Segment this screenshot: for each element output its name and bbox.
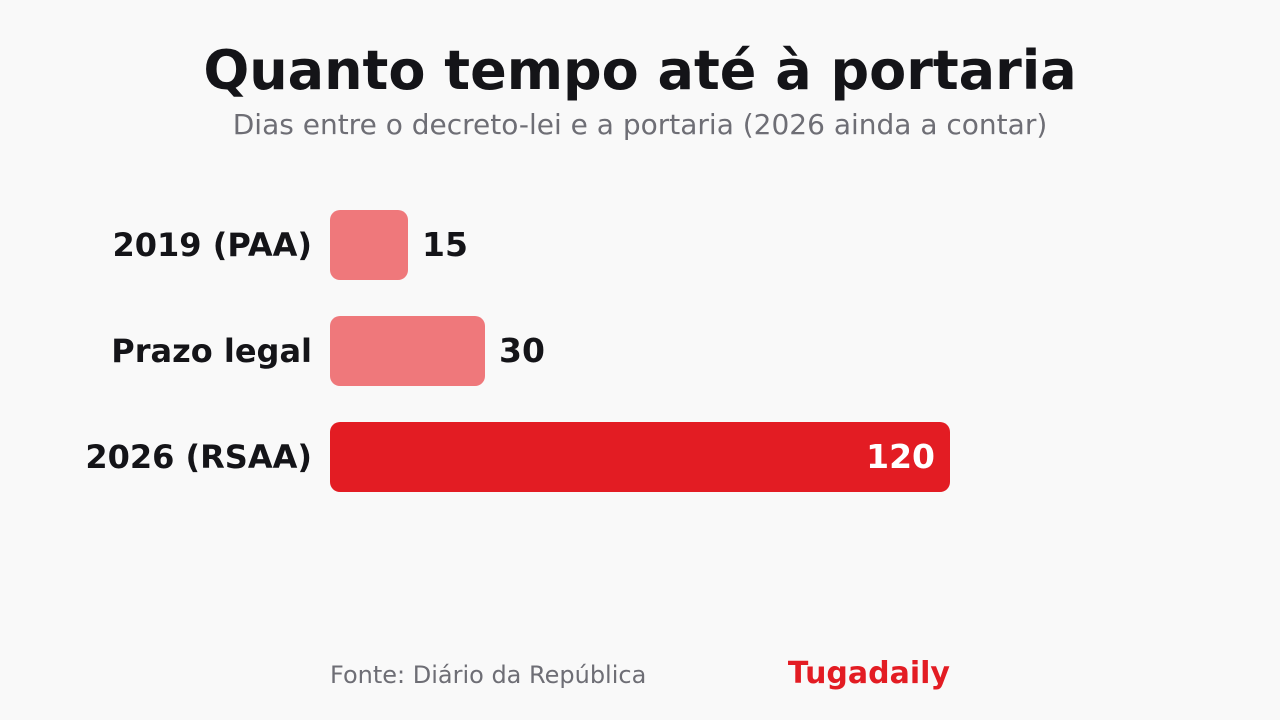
brand-logo-text: Tugadaily (787, 656, 950, 691)
bar (330, 316, 485, 386)
category-label: 2019 (PAA) (112, 226, 313, 264)
source-note: Fonte: Diário da República (330, 661, 647, 689)
bar (330, 422, 950, 492)
chart-title: Quanto tempo até à portaria (203, 39, 1077, 102)
bar-value-label: 120 (866, 437, 935, 476)
category-label: Prazo legal (111, 332, 312, 370)
category-label: 2026 (RSAA) (85, 438, 312, 476)
chart-subtitle: Dias entre o decreto-lei e a portaria (2… (232, 108, 1048, 141)
bar (330, 210, 408, 280)
bar-value-label: 30 (499, 331, 545, 370)
bar-value-label: 15 (422, 225, 468, 264)
